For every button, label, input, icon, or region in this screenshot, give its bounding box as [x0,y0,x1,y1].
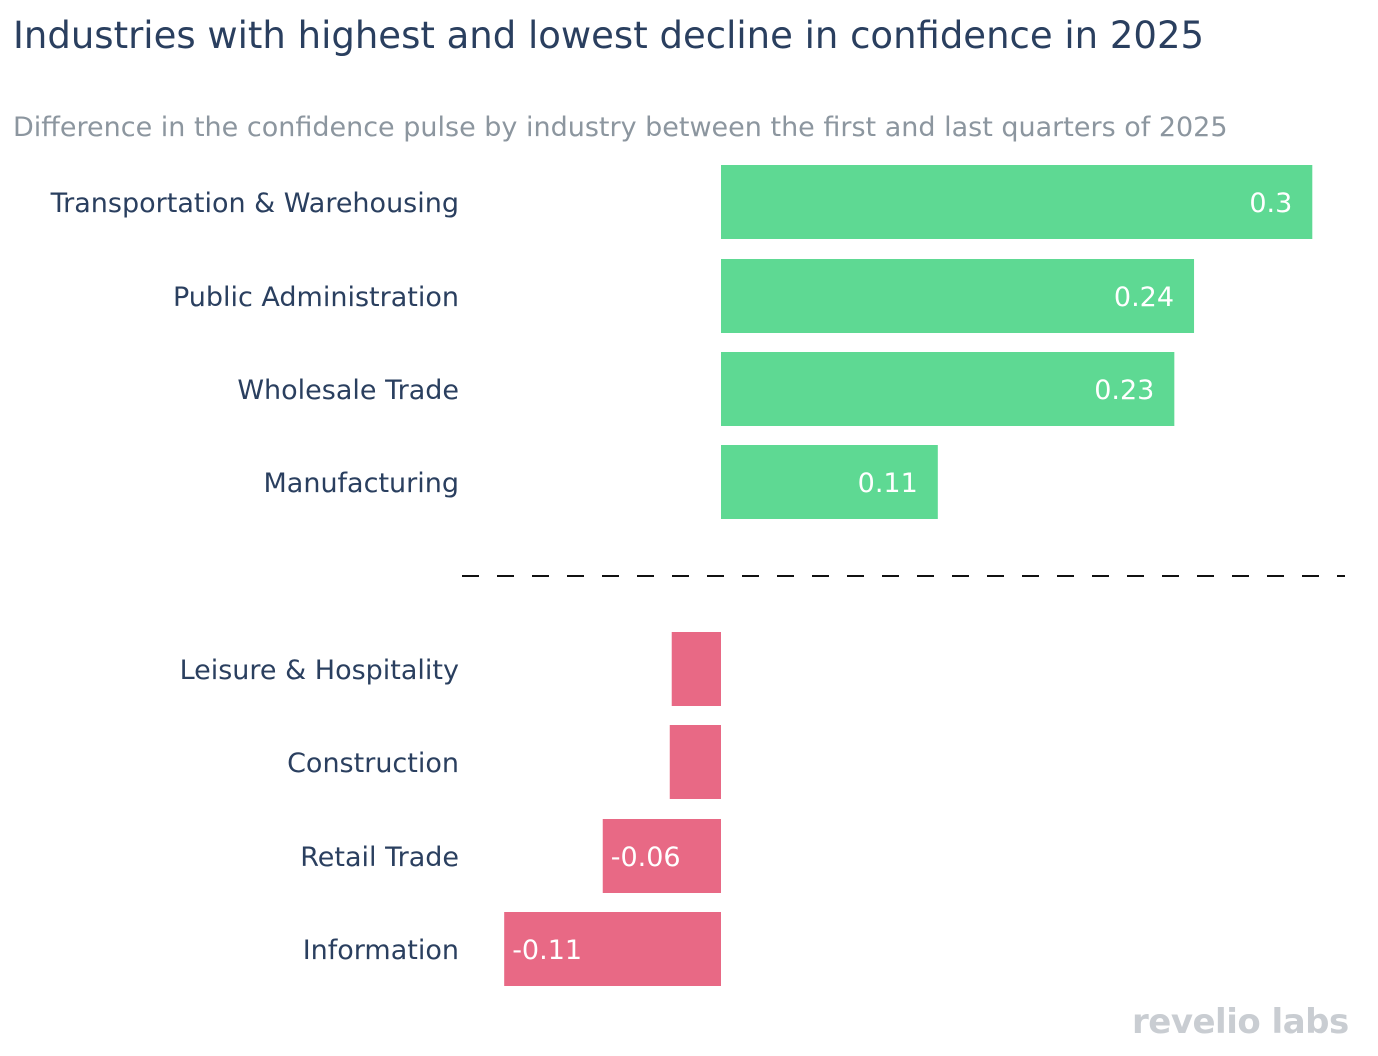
value-label-retail-trade: -0.06 [611,842,681,873]
bar-leisure-hospitality [671,632,721,706]
category-label-manufacturing: Manufacturing [263,468,459,499]
value-label-wholesale-trade: 0.23 [1094,375,1154,406]
category-label-transportation-warehousing: Transportation & Warehousing [50,188,459,219]
value-label-information: -0.11 [512,935,582,966]
bar-information [504,912,721,986]
bar-transportation-warehousing [721,165,1313,239]
chart-subtitle: Difference in the confidence pulse by in… [13,112,1228,143]
category-label-leisure-hospitality: Leisure & Hospitality [180,655,459,686]
category-label-information: Information [303,935,459,966]
revelio-labs-logo: revelio labs [1132,1002,1349,1042]
category-label-wholesale-trade: Wholesale Trade [237,375,459,406]
value-label-transportation-warehousing: 0.3 [1249,188,1292,219]
category-label-retail-trade: Retail Trade [300,842,459,873]
bar-retail-trade [602,819,721,893]
bar-manufacturing [721,445,938,519]
bar-wholesale-trade [721,352,1175,426]
value-label-manufacturing: 0.11 [858,468,918,499]
bar-construction [669,725,721,799]
value-label-public-administration: 0.24 [1114,282,1174,313]
bar-public-administration [721,259,1195,333]
chart-title: Industries with highest and lowest decli… [13,14,1205,57]
category-label-construction: Construction [287,748,459,779]
category-label-public-administration: Public Administration [173,282,459,313]
